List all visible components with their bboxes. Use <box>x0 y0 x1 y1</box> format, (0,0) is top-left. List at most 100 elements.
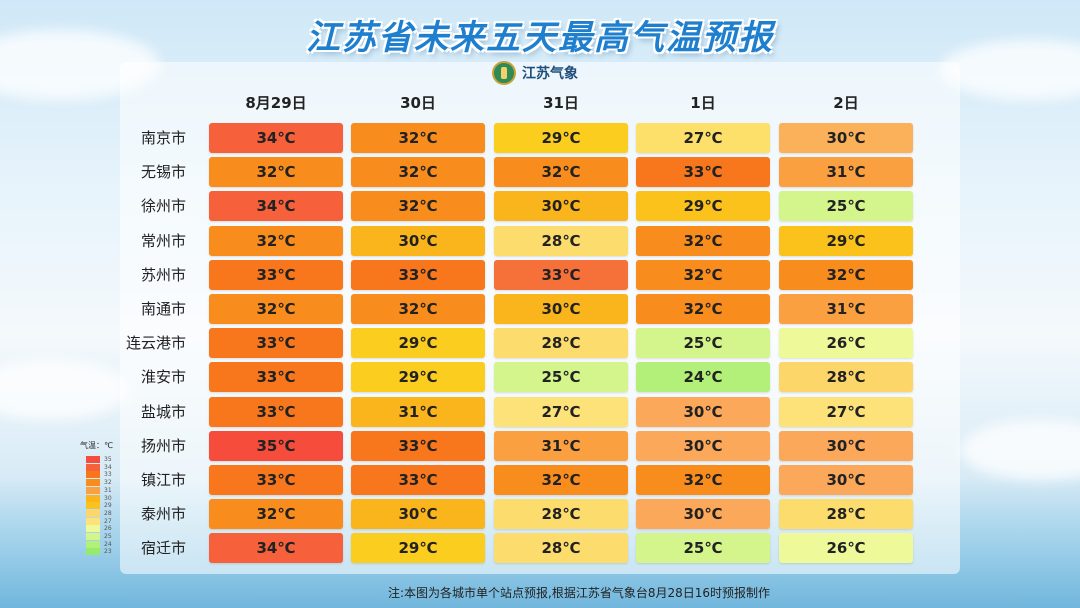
legend-value: 32 <box>104 479 112 487</box>
temperature-cell: 32℃ <box>636 226 770 256</box>
temperature-cell: 32℃ <box>351 157 485 187</box>
row-header-city: 常州市 <box>140 232 186 250</box>
temperature-cell: 25℃ <box>779 191 913 221</box>
temperature-cell: 32℃ <box>209 157 343 187</box>
row-header-city: 无锡市 <box>140 163 186 181</box>
row-header-city: 盐城市 <box>140 403 186 421</box>
background-cloud <box>940 40 1080 100</box>
legend-value: 24 <box>104 540 112 548</box>
legend-value: 23 <box>104 548 112 556</box>
temperature-cell: 30℃ <box>779 123 913 153</box>
column-header-day: 31日 <box>543 94 579 112</box>
legend-value: 25 <box>104 533 112 540</box>
row-header-city: 苏州市 <box>140 266 186 284</box>
temperature-cell: 30℃ <box>636 431 770 461</box>
temperature-cell: 30℃ <box>779 465 913 495</box>
temperature-cell: 27℃ <box>494 397 628 427</box>
temperature-cell: 30℃ <box>636 499 770 529</box>
column-header-day: 2日 <box>833 94 859 112</box>
column-header-day: 30日 <box>400 94 436 112</box>
temperature-cell: 32℃ <box>209 294 343 324</box>
temperature-cell: 31℃ <box>779 157 913 187</box>
brand-name: 江苏气象 <box>522 66 578 82</box>
temperature-cell: 29℃ <box>351 362 485 392</box>
legend-swatch <box>86 540 100 548</box>
temperature-cell: 30℃ <box>351 226 485 256</box>
column-header-day: 1日 <box>690 94 716 112</box>
temperature-cell: 29℃ <box>779 226 913 256</box>
temperature-cell: 33℃ <box>636 157 770 187</box>
temperature-cell: 33℃ <box>209 328 343 358</box>
temperature-cell: 32℃ <box>494 157 628 187</box>
legend-title: 气温：℃ <box>80 441 113 450</box>
legend-swatch <box>86 463 100 471</box>
temperature-cell: 31℃ <box>779 294 913 324</box>
legend-value: 30 <box>104 494 112 502</box>
page-title: 江苏省未来五天最高气温预报 <box>306 18 774 58</box>
brand: 江苏气象 <box>492 61 578 85</box>
temperature-cell: 30℃ <box>636 397 770 427</box>
temperature-cell: 27℃ <box>779 397 913 427</box>
temperature-cell: 28℃ <box>494 226 628 256</box>
temperature-cell: 25℃ <box>636 533 770 563</box>
temperature-cell: 33℃ <box>494 260 628 290</box>
temperature-cell: 29℃ <box>636 191 770 221</box>
legend-swatch <box>86 525 100 533</box>
row-header-city: 淮安市 <box>140 368 186 386</box>
footnote: 注:本图为各城市单个站点预报,根据江苏省气象台8月28日16时预报制作 <box>388 586 771 600</box>
temperature-cell: 28℃ <box>779 499 913 529</box>
temperature-cell: 32℃ <box>351 123 485 153</box>
legend-value: 35 <box>104 456 112 463</box>
temperature-cell: 32℃ <box>494 465 628 495</box>
legend-swatch <box>86 517 100 525</box>
temperature-cell: 30℃ <box>494 191 628 221</box>
temperature-cell: 30℃ <box>351 499 485 529</box>
temperature-cell: 24℃ <box>636 362 770 392</box>
row-header-city: 南通市 <box>140 300 186 318</box>
temperature-cell: 29℃ <box>494 123 628 153</box>
temperature-cell: 32℃ <box>779 260 913 290</box>
temperature-cell: 26℃ <box>779 328 913 358</box>
temperature-cell: 33℃ <box>209 465 343 495</box>
temperature-cell: 32℃ <box>636 294 770 324</box>
row-header-city: 镇江市 <box>140 471 186 489</box>
temperature-cell: 32℃ <box>351 294 485 324</box>
legend-swatch <box>86 502 100 510</box>
temperature-cell: 30℃ <box>779 431 913 461</box>
temperature-cell: 28℃ <box>494 533 628 563</box>
background-cloud <box>960 420 1080 480</box>
temperature-cell: 31℃ <box>494 431 628 461</box>
temperature-cell: 33℃ <box>351 465 485 495</box>
temperature-cell: 33℃ <box>209 397 343 427</box>
temperature-cell: 35℃ <box>209 431 343 461</box>
temperature-cell: 33℃ <box>209 362 343 392</box>
background-cloud <box>0 360 130 420</box>
column-header-day: 8月29日 <box>245 94 307 112</box>
legend-value: 31 <box>104 486 112 494</box>
legend-swatch <box>86 456 100 463</box>
row-header-city: 南京市 <box>140 129 186 147</box>
temperature-cell: 33℃ <box>351 260 485 290</box>
legend-swatch <box>86 509 100 517</box>
legend-swatch <box>86 494 100 502</box>
temperature-cell: 25℃ <box>636 328 770 358</box>
row-header-city: 徐州市 <box>140 197 186 215</box>
row-header-city: 宿迁市 <box>140 539 186 557</box>
legend-swatch <box>86 486 100 494</box>
legend-swatch <box>86 533 100 540</box>
temperature-cell: 34℃ <box>209 533 343 563</box>
legend-value: 29 <box>104 502 112 510</box>
temperature-cell: 25℃ <box>494 362 628 392</box>
temperature-cell: 34℃ <box>209 123 343 153</box>
temperature-cell: 34℃ <box>209 191 343 221</box>
legend-swatch <box>86 479 100 487</box>
temperature-cell: 32℃ <box>636 260 770 290</box>
temperature-cell: 27℃ <box>636 123 770 153</box>
temperature-cell: 28℃ <box>494 499 628 529</box>
temperature-cell: 30℃ <box>494 294 628 324</box>
temperature-cell: 32℃ <box>209 226 343 256</box>
temperature-cell: 31℃ <box>351 397 485 427</box>
temperature-cell: 29℃ <box>351 328 485 358</box>
legend-swatch <box>86 548 100 556</box>
legend-value: 34 <box>104 463 112 471</box>
